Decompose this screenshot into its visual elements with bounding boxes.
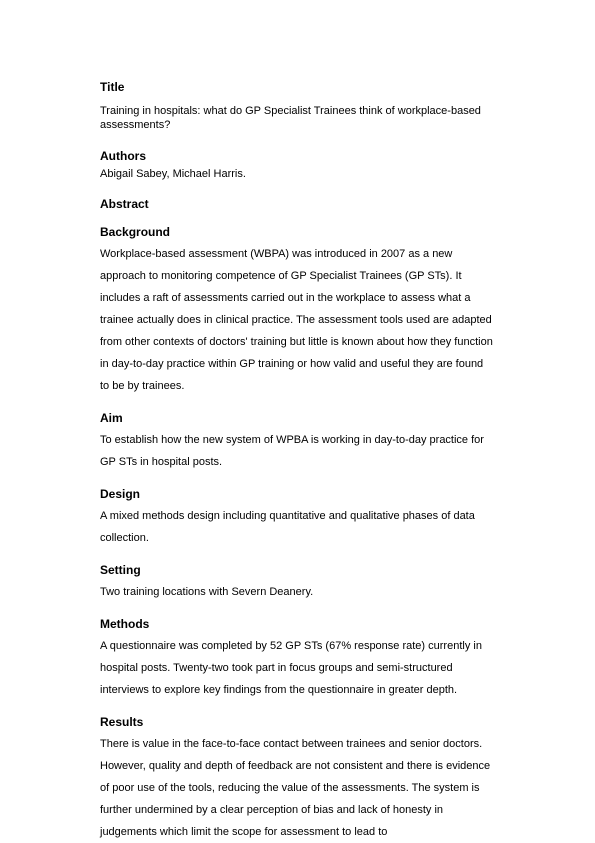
results-section: Results There is value in the face-to-fa… xyxy=(100,715,495,843)
authors-heading: Authors xyxy=(100,149,495,163)
background-section: Background Workplace-based assessment (W… xyxy=(100,225,495,397)
authors-text: Abigail Sabey, Michael Harris. xyxy=(100,167,495,181)
results-text: There is value in the face-to-face conta… xyxy=(100,733,495,843)
design-heading: Design xyxy=(100,487,495,501)
methods-text: A questionnaire was completed by 52 GP S… xyxy=(100,635,495,701)
aim-heading: Aim xyxy=(100,411,495,425)
abstract-section: Abstract xyxy=(100,197,495,211)
setting-heading: Setting xyxy=(100,563,495,577)
aim-text: To establish how the new system of WPBA … xyxy=(100,429,495,473)
title-heading: Title xyxy=(100,80,495,94)
abstract-heading: Abstract xyxy=(100,197,495,211)
background-heading: Background xyxy=(100,225,495,239)
title-text: Training in hospitals: what do GP Specia… xyxy=(100,104,495,133)
aim-section: Aim To establish how the new system of W… xyxy=(100,411,495,473)
setting-section: Setting Two training locations with Seve… xyxy=(100,563,495,603)
setting-text: Two training locations with Severn Deane… xyxy=(100,581,495,603)
methods-section: Methods A questionnaire was completed by… xyxy=(100,617,495,701)
design-section: Design A mixed methods design including … xyxy=(100,487,495,549)
authors-section: Authors Abigail Sabey, Michael Harris. xyxy=(100,149,495,181)
title-section: Title Training in hospitals: what do GP … xyxy=(100,80,495,133)
results-heading: Results xyxy=(100,715,495,729)
background-text: Workplace-based assessment (WBPA) was in… xyxy=(100,243,495,397)
methods-heading: Methods xyxy=(100,617,495,631)
design-text: A mixed methods design including quantit… xyxy=(100,505,495,549)
